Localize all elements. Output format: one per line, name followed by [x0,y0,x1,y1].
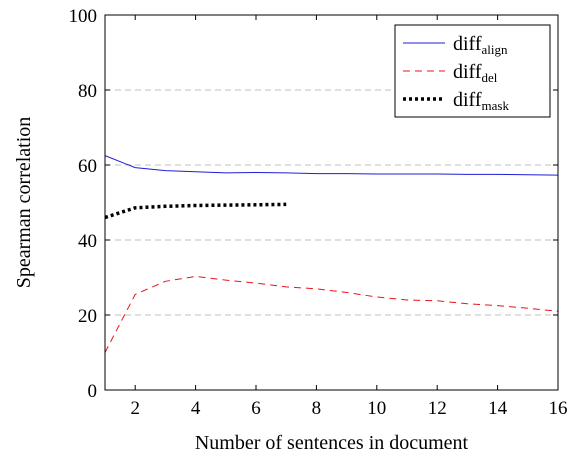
legend-label-mask: diffmask [453,89,509,113]
x-axis-title: Number of sentences in document [195,432,469,454]
axis-ticks: 0 20 40 60 80 100 2 4 6 8 10 12 14 16 [69,6,568,419]
legend-label-align: diffalign [453,33,508,57]
y-tick-label: 60 [78,156,97,177]
x-tick-label: 10 [367,398,386,419]
plot-frame [104,14,559,391]
series-line-align [104,155,559,176]
x-tick-label: 4 [191,398,201,419]
series-line-del [104,275,559,353]
series-lines [104,155,559,353]
y-tick-label: 100 [69,6,98,27]
y-tick-label: 20 [78,306,97,327]
y-axis-title: Spearman correlation [13,117,35,289]
x-tick-label: 8 [312,398,322,419]
x-tick-label: 6 [251,398,261,419]
grid-lines [105,89,558,316]
legend: diffalign diffdel diffmask [394,24,551,118]
x-tick-label: 16 [549,398,568,419]
y-tick-label: 80 [78,81,97,102]
series-line-mask [104,202,287,220]
y-tick-label: 40 [78,231,97,252]
legend-label-del: diffdel [453,61,498,85]
x-tick-label: 14 [488,398,508,419]
x-tick-label: 12 [428,398,447,419]
x-tick-label: 2 [130,398,140,419]
y-tick-label: 0 [88,381,98,402]
